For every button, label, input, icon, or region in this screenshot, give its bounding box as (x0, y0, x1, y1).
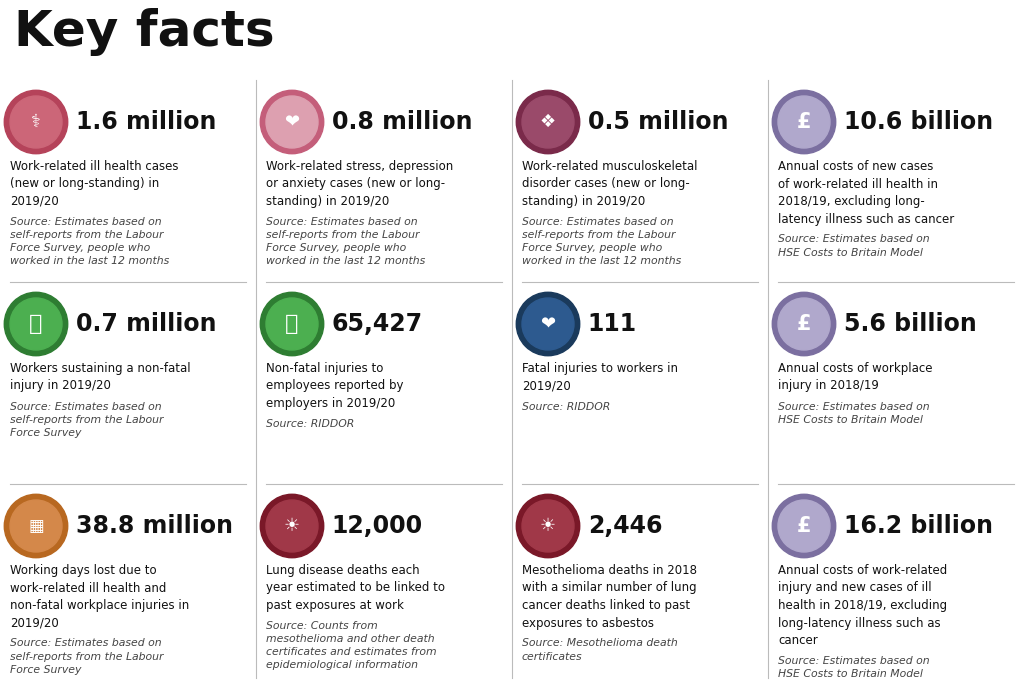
Text: ➕: ➕ (286, 314, 299, 334)
Circle shape (260, 495, 324, 558)
Circle shape (522, 298, 574, 350)
Circle shape (266, 96, 318, 148)
Text: Working days lost due to
work-related ill health and
non-fatal workplace injurie: Working days lost due to work-related il… (10, 564, 189, 630)
Text: Source: Estimates based on
self-reports from the Labour
Force Survey, people who: Source: Estimates based on self-reports … (266, 217, 425, 266)
Circle shape (516, 495, 580, 558)
Text: Non-fatal injuries to
employees reported by
employers in 2019/20: Non-fatal injuries to employees reported… (266, 362, 403, 410)
Text: Source: Estimates based on
HSE Costs to Britain Model: Source: Estimates based on HSE Costs to … (778, 656, 930, 678)
Text: Annual costs of new cases
of work-related ill health in
2018/19, excluding long-: Annual costs of new cases of work-relate… (778, 160, 954, 226)
Circle shape (778, 500, 830, 552)
Text: Mesothelioma deaths in 2018
with a similar number of lung
cancer deaths linked t: Mesothelioma deaths in 2018 with a simil… (522, 564, 697, 630)
Text: Work-related musculoskeletal
disorder cases (new or long-
standing) in 2019/20: Work-related musculoskeletal disorder ca… (522, 160, 697, 208)
Circle shape (4, 495, 68, 558)
Circle shape (772, 495, 836, 558)
Text: £: £ (797, 516, 811, 536)
Text: 12,000: 12,000 (332, 514, 423, 538)
Circle shape (778, 96, 830, 148)
Text: 10.6 billion: 10.6 billion (844, 110, 993, 134)
Circle shape (10, 298, 62, 350)
Text: Source: Estimates based on
self-reports from the Labour
Force Survey, people who: Source: Estimates based on self-reports … (522, 217, 681, 266)
Circle shape (522, 500, 574, 552)
Text: Lung disease deaths each
year estimated to be linked to
past exposures at work: Lung disease deaths each year estimated … (266, 564, 445, 612)
Text: Annual costs of work-related
injury and new cases of ill
health in 2018/19, excl: Annual costs of work-related injury and … (778, 564, 947, 647)
Text: 2,446: 2,446 (588, 514, 663, 538)
Circle shape (266, 500, 318, 552)
Text: Source: Mesothelioma death
certificates: Source: Mesothelioma death certificates (522, 639, 678, 661)
Text: ▦: ▦ (28, 517, 44, 535)
Text: £: £ (797, 314, 811, 334)
Text: Annual costs of workplace
injury in 2018/19: Annual costs of workplace injury in 2018… (778, 362, 933, 392)
Text: Source: RIDDOR: Source: RIDDOR (522, 402, 610, 412)
Circle shape (10, 96, 62, 148)
Text: Work-related stress, depression
or anxiety cases (new or long-
standing) in 2019: Work-related stress, depression or anxie… (266, 160, 454, 208)
Text: 16.2 billion: 16.2 billion (844, 514, 992, 538)
Text: £: £ (797, 112, 811, 132)
Circle shape (4, 292, 68, 356)
Circle shape (4, 91, 68, 154)
Text: 0.8 million: 0.8 million (332, 110, 472, 134)
Circle shape (772, 292, 836, 356)
Text: Source: RIDDOR: Source: RIDDOR (266, 419, 354, 429)
Text: 5.6 billion: 5.6 billion (844, 312, 977, 336)
Text: Workers sustaining a non-fatal
injury in 2019/20: Workers sustaining a non-fatal injury in… (10, 362, 190, 392)
Text: ⚕: ⚕ (31, 113, 41, 131)
Text: ☀: ☀ (284, 517, 300, 535)
Text: ❤: ❤ (541, 315, 556, 333)
Text: 0.7 million: 0.7 million (76, 312, 216, 336)
Circle shape (772, 91, 836, 154)
Circle shape (516, 91, 580, 154)
Circle shape (266, 298, 318, 350)
Text: 1.6 million: 1.6 million (76, 110, 216, 134)
Text: Fatal injuries to workers in
2019/20: Fatal injuries to workers in 2019/20 (522, 362, 678, 392)
Circle shape (10, 500, 62, 552)
Text: Source: Estimates based on
HSE Costs to Britain Model: Source: Estimates based on HSE Costs to … (778, 402, 930, 425)
Text: ☀: ☀ (540, 517, 556, 535)
Text: Key facts: Key facts (14, 8, 274, 56)
Text: 0.5 million: 0.5 million (588, 110, 728, 134)
Circle shape (516, 292, 580, 356)
Text: Source: Estimates based on
self-reports from the Labour
Force Survey, people who: Source: Estimates based on self-reports … (10, 217, 169, 266)
Text: ❤: ❤ (285, 113, 300, 131)
Text: Source: Estimates based on
self-reports from the Labour
Force Survey: Source: Estimates based on self-reports … (10, 402, 164, 438)
Text: Source: Estimates based on
self-reports from the Labour
Force Survey: Source: Estimates based on self-reports … (10, 639, 164, 674)
Circle shape (260, 292, 324, 356)
Text: Source: Estimates based on
HSE Costs to Britain Model: Source: Estimates based on HSE Costs to … (778, 235, 930, 257)
Text: 65,427: 65,427 (332, 312, 423, 336)
Text: ❖: ❖ (540, 113, 556, 131)
Text: 111: 111 (588, 312, 637, 336)
Circle shape (260, 91, 324, 154)
Text: ➕: ➕ (30, 314, 43, 334)
Circle shape (522, 96, 574, 148)
Text: 38.8 million: 38.8 million (76, 514, 232, 538)
Text: Work-related ill health cases
(new or long-standing) in
2019/20: Work-related ill health cases (new or lo… (10, 160, 178, 208)
Circle shape (778, 298, 830, 350)
Text: Source: Counts from
mesothelioma and other death
certificates and estimates from: Source: Counts from mesothelioma and oth… (266, 622, 436, 670)
